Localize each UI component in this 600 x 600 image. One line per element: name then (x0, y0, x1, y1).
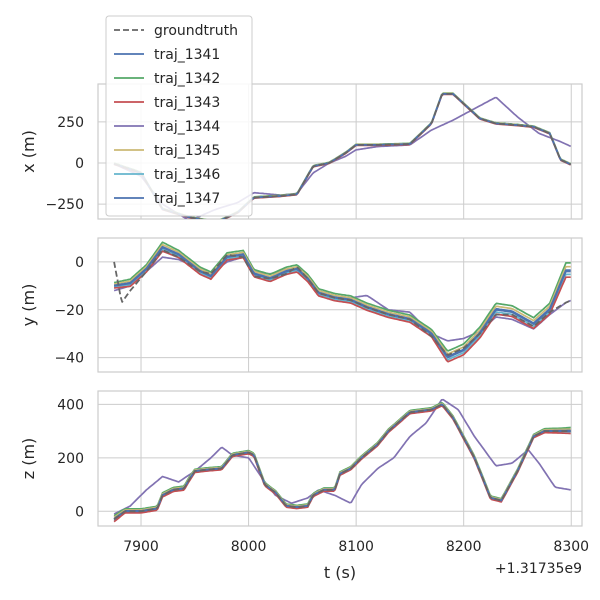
x-tick-label: 7900 (123, 539, 159, 555)
y-tick-label: −40 (54, 351, 84, 367)
legend-frame (105, 15, 253, 217)
series-traj_1344 (113, 398, 571, 515)
legend-entry: traj_1345 (154, 143, 220, 159)
legend-entry: traj_1342 (154, 71, 220, 87)
series-traj_1344 (113, 96, 572, 219)
series-groundtruth (113, 403, 571, 521)
y-tick-label: 400 (57, 397, 84, 413)
x-tick-label: 8300 (553, 539, 589, 555)
legend-entry: groundtruth (154, 23, 238, 39)
y-tick-label: 0 (75, 255, 84, 271)
y-tick-label: 0 (75, 156, 84, 172)
series-lines (113, 92, 572, 219)
y-tick-label: −250 (46, 197, 84, 213)
y-axis-label: z (m) (19, 438, 38, 480)
x-axis-label: t (s) (324, 563, 356, 582)
y-axis-label: x (m) (19, 130, 38, 173)
legend-entry: traj_1347 (154, 191, 220, 207)
series-lines (113, 241, 572, 363)
legend-entry: traj_1344 (154, 119, 220, 135)
series-groundtruth (113, 249, 572, 356)
subplot-3: 0 200 400 z (m) 7900 8000 8100 8200 8300 (19, 390, 589, 555)
legend-entry: traj_1341 (154, 47, 220, 63)
x-axis-offset-label: +1.31735e9 (495, 561, 582, 577)
y-tick-label: 200 (57, 451, 84, 467)
series-traj_1345 (113, 243, 571, 355)
legend-entry: traj_1343 (154, 95, 220, 111)
x-tick-label: 8200 (446, 539, 482, 555)
y-tick-label: −20 (54, 303, 84, 319)
series-lines (113, 398, 571, 523)
series-traj_1342 (113, 241, 571, 352)
legend: groundtruth traj_1341 traj_1342 traj_1343tr… (105, 15, 253, 217)
x-tick-label: 8000 (231, 539, 267, 555)
y-axis-label: y (m) (19, 284, 38, 327)
subplots: −250 0 250 x (m) −40 −20 0 y (m) 0 200 400 z (m) 790… (19, 83, 589, 555)
legend-entry: traj_1346 (154, 167, 220, 183)
subplot-2: −40 −20 0 y (m) (19, 237, 583, 373)
y-tick-label: 0 (75, 504, 84, 520)
series-groundtruth (113, 93, 572, 219)
subplot-1: −250 0 250 x (m) (19, 83, 583, 220)
x-tick-label: 8100 (338, 539, 374, 555)
plot-area (97, 390, 583, 527)
y-tick-label: 250 (57, 115, 84, 131)
